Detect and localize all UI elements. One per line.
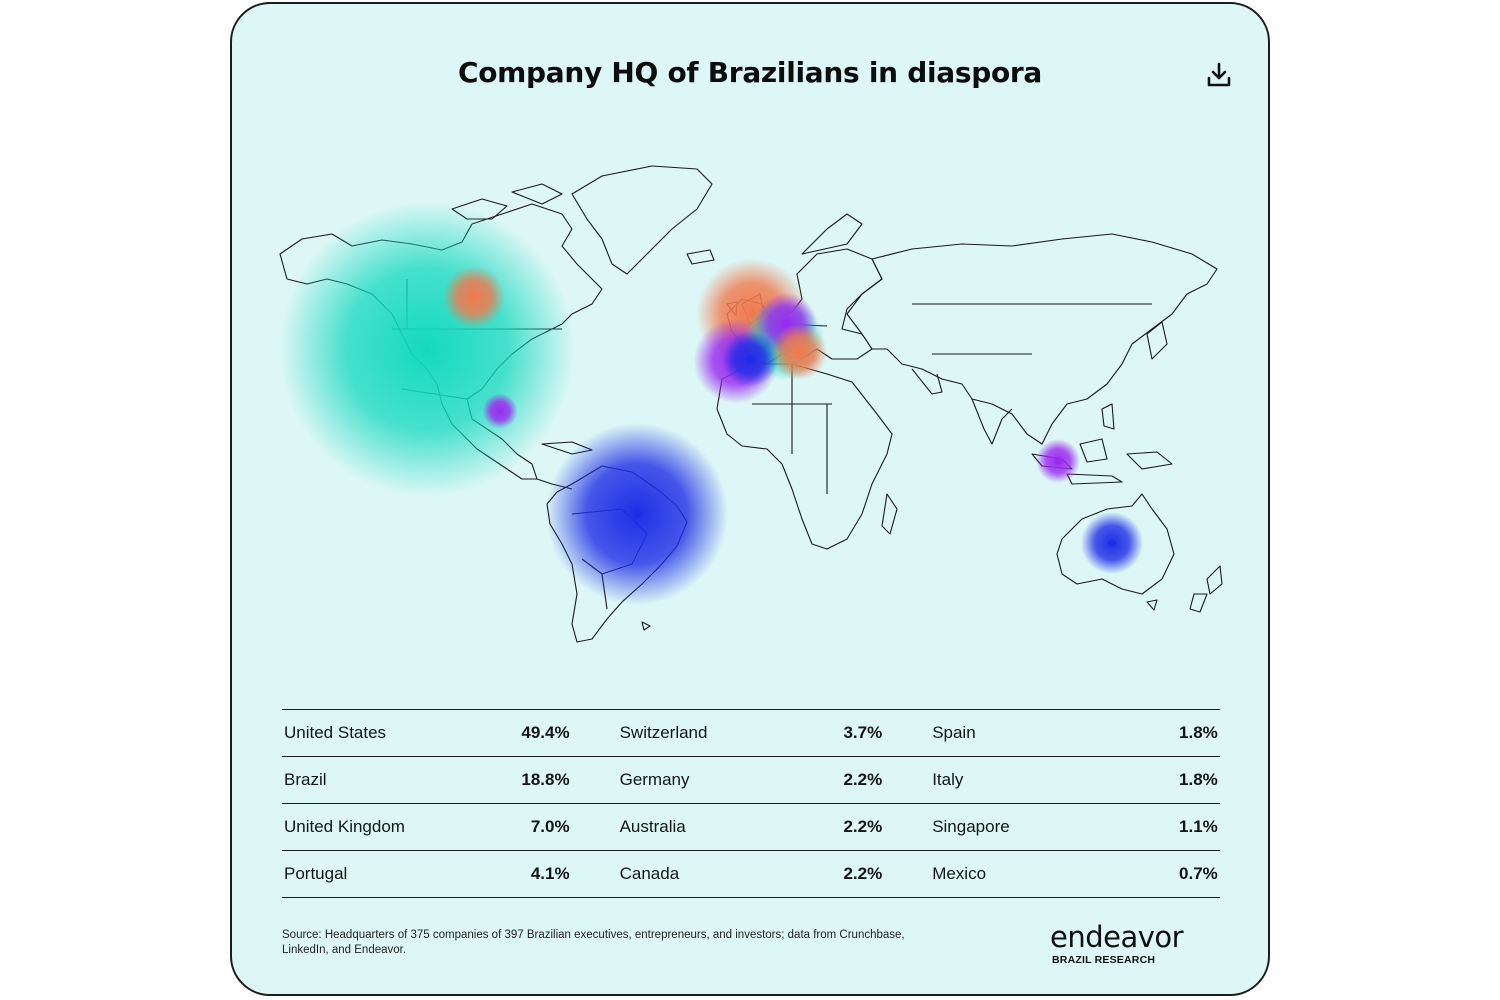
country-label: Spain [932, 723, 976, 742]
table-cell: Australia 2.2% [595, 817, 908, 837]
share-value: 2.2% [843, 817, 883, 836]
table-cell: Canada 2.2% [595, 864, 908, 884]
country-label: United Kingdom [284, 817, 405, 836]
source-note: Source: Headquarters of 375 companies of… [282, 929, 905, 956]
country-label: Switzerland [619, 723, 708, 742]
country-label: Germany [619, 770, 690, 789]
endeavor-logo: endeavor BRAZIL RESEARCH [1050, 922, 1222, 966]
share-value: 3.7% [843, 723, 883, 742]
logo-wordmark: endeavor [1050, 920, 1184, 954]
table-row: Portugal 4.1% Canada 2.2% Mexico 0.7% [282, 850, 1220, 898]
country-label: Canada [619, 864, 680, 883]
hq-dot-spain [746, 355, 754, 363]
hq-dot-mexico [498, 409, 502, 413]
country-label: Portugal [284, 864, 348, 883]
hq-dot-italy [795, 348, 803, 356]
table-row: United Kingdom 7.0% Australia 2.2% Singapo… [282, 803, 1220, 850]
page-title: Company HQ of Brazilians in diaspora [457, 56, 1043, 89]
hq-dot-united-states [423, 345, 431, 353]
table-cell: Germany 2.2% [595, 770, 908, 790]
logo-subtitle: BRAZIL RESEARCH [1052, 954, 1156, 966]
share-value: 1.8% [1179, 770, 1218, 789]
table-cell: United Kingdom 7.0% [282, 817, 595, 837]
table-cell: Portugal 4.1% [282, 864, 595, 884]
share-value: 0.7% [1179, 864, 1218, 883]
table-cell: Switzerland 3.7% [595, 723, 908, 743]
hq-share-table: United States 49.4% Switzerland 3.7% Spain… [282, 709, 1220, 898]
hq-dot-australia [1108, 539, 1116, 547]
share-value: 1.1% [1179, 817, 1218, 836]
share-value: 18.8% [521, 770, 570, 789]
country-label: Australia [619, 817, 686, 836]
country-label: United States [284, 723, 387, 742]
hq-bubbles [279, 201, 1144, 606]
country-label: Mexico [932, 864, 987, 883]
country-label: Singapore [932, 817, 1010, 836]
country-label: Brazil [284, 770, 327, 789]
world-map [279, 165, 1223, 643]
table-row: Brazil 18.8% Germany 2.2% Italy 1.8% [282, 756, 1220, 803]
download-icon[interactable] [1204, 60, 1234, 90]
hq-dot-germany [782, 320, 790, 328]
hq-dot-canada [470, 293, 478, 301]
hq-dot-singapore [1054, 457, 1062, 465]
table-cell: Singapore 1.1% [907, 817, 1220, 837]
share-value: 4.1% [530, 864, 570, 883]
country-label: Italy [932, 770, 964, 789]
share-value: 2.2% [843, 864, 883, 883]
table-row: United States 49.4% Switzerland 3.7% Spain… [282, 709, 1220, 756]
share-value: 1.8% [1179, 723, 1218, 742]
hq-dot-brazil [633, 510, 641, 518]
card: Company HQ of Brazilians in diaspora [230, 2, 1270, 996]
share-value: 49.4% [521, 723, 570, 742]
share-value: 2.2% [843, 770, 883, 789]
table-cell: United States 49.4% [282, 723, 595, 743]
table-cell: Spain 1.8% [907, 723, 1220, 743]
share-value: 7.0% [530, 817, 570, 836]
table-cell: Mexico 0.7% [907, 864, 1220, 884]
table-cell: Brazil 18.8% [282, 770, 595, 790]
table-cell: Italy 1.8% [907, 770, 1220, 790]
